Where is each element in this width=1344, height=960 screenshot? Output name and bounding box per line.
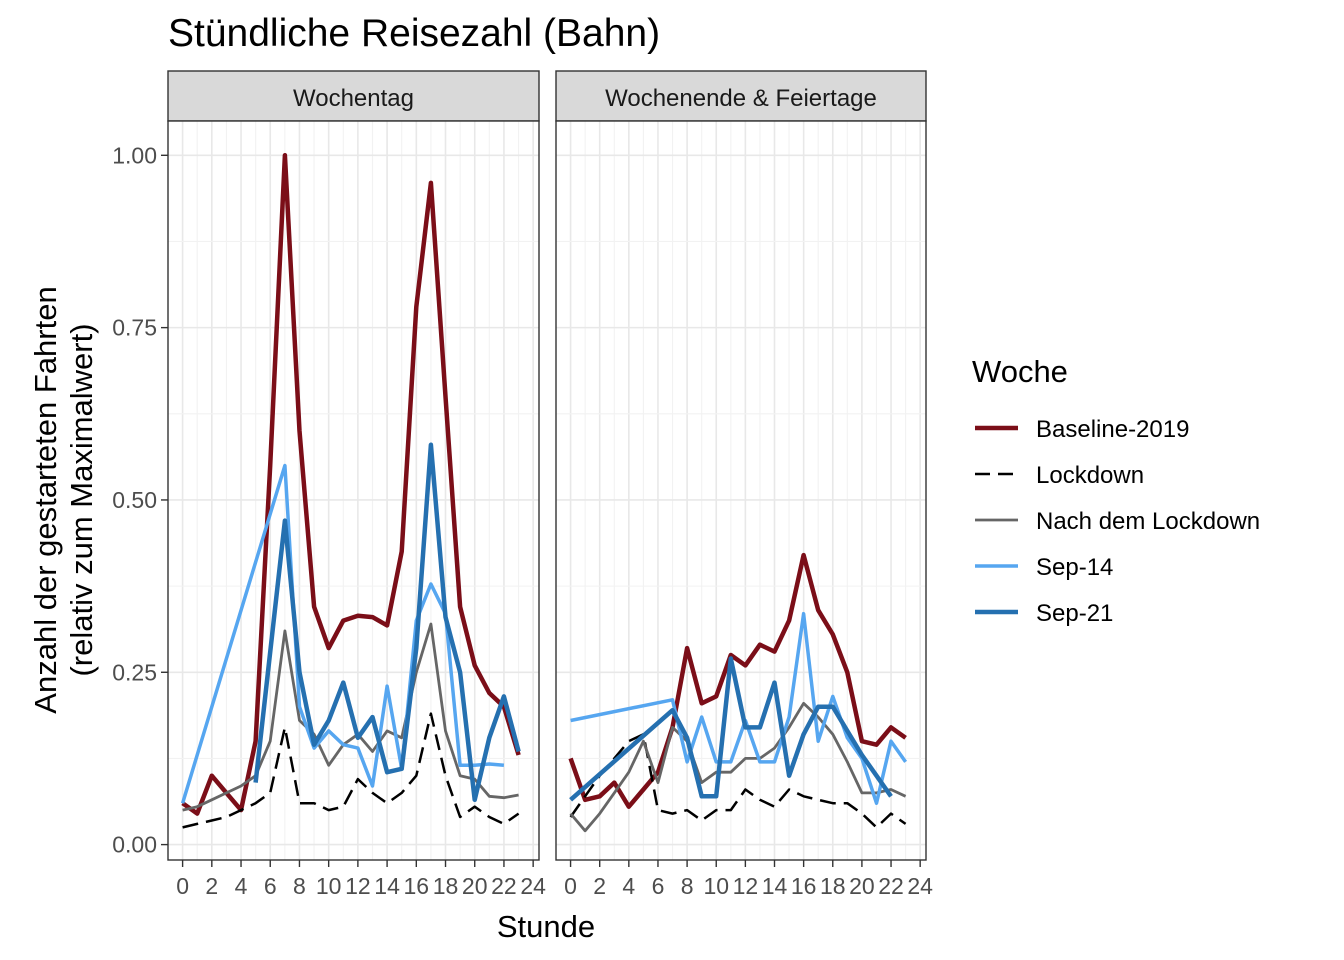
x-tick-label: 14 bbox=[762, 873, 788, 899]
x-tick-label: 0 bbox=[564, 873, 577, 899]
legend-label: Baseline-2019 bbox=[1036, 416, 1189, 443]
legend-label: Lockdown bbox=[1036, 462, 1144, 489]
legend-label: Sep-14 bbox=[1036, 554, 1113, 581]
x-tick-label: 12 bbox=[733, 873, 759, 899]
x-tick-label: 10 bbox=[316, 873, 342, 899]
y-tick-label: 1.00 bbox=[112, 142, 157, 168]
x-tick-label: 6 bbox=[652, 873, 665, 899]
x-tick-label: 0 bbox=[176, 873, 189, 899]
x-tick-label: 20 bbox=[462, 873, 488, 899]
legend: Woche Baseline-2019 Lockdown Nach dem Lock… bbox=[972, 354, 1260, 627]
x-tick-label: 18 bbox=[820, 873, 846, 899]
x-tick-label: 8 bbox=[293, 873, 306, 899]
x-tick-label: 14 bbox=[374, 873, 400, 899]
y-tick-label: 0.75 bbox=[112, 315, 157, 341]
series-line-baseline-2019 bbox=[181, 153, 521, 816]
chart-title: Stündliche Reisezahl (Bahn) bbox=[168, 12, 660, 55]
y-tick-label: 0.50 bbox=[112, 487, 157, 513]
panel-strip bbox=[167, 70, 540, 122]
y-tick-label: 0.00 bbox=[112, 832, 157, 858]
x-tick-label: 24 bbox=[520, 873, 546, 899]
legend-label: Sep-21 bbox=[1036, 600, 1113, 627]
panel-strip-label: Wochenende & Feiertage bbox=[605, 85, 877, 112]
x-tick-label: 12 bbox=[345, 873, 371, 899]
x-tick-label: 6 bbox=[264, 873, 277, 899]
y-tick-label: 0.25 bbox=[112, 659, 157, 685]
x-tick-label: 18 bbox=[433, 873, 459, 899]
x-tick-label: 16 bbox=[791, 873, 817, 899]
panel-background bbox=[168, 121, 539, 860]
panel-border bbox=[167, 120, 540, 861]
panel-background bbox=[556, 121, 926, 860]
x-tick-label: 20 bbox=[849, 873, 875, 899]
series-line-sep-14 bbox=[180, 463, 505, 804]
series-line-nach-dem-lockdown bbox=[182, 622, 519, 812]
series-line-sep-21 bbox=[569, 656, 893, 802]
x-tick-label: 22 bbox=[878, 873, 904, 899]
x-tick-label: 10 bbox=[703, 873, 729, 899]
legend-label: Nach dem Lockdown bbox=[1036, 508, 1260, 535]
x-tick-label: 2 bbox=[593, 873, 606, 899]
series-line-nach-dem-lockdown bbox=[569, 701, 907, 833]
series-line-lockdown bbox=[569, 733, 907, 829]
panel-strip bbox=[555, 70, 927, 122]
x-tick-label: 4 bbox=[235, 873, 248, 899]
x-tick-label: 8 bbox=[681, 873, 694, 899]
panel-border bbox=[555, 120, 927, 861]
legend-title: Woche bbox=[972, 354, 1068, 389]
series-line-sep-21 bbox=[253, 442, 521, 803]
x-tick-label: 24 bbox=[907, 873, 933, 899]
x-tick-label: 22 bbox=[491, 873, 517, 899]
x-axis-title: Stunde bbox=[497, 909, 595, 944]
x-tick-label: 2 bbox=[205, 873, 218, 899]
series-line-baseline-2019 bbox=[568, 552, 907, 809]
panel-strip-label: Wochentag bbox=[293, 85, 414, 112]
y-axis-title-line-1: Anzahl der gestarteten Fahrten bbox=[28, 286, 63, 713]
x-tick-label: 16 bbox=[404, 873, 430, 899]
x-tick-label: 4 bbox=[622, 873, 635, 899]
series-line-lockdown bbox=[182, 712, 520, 829]
y-axis-title-line-2: (relativ zum Maximalwert) bbox=[64, 323, 99, 676]
